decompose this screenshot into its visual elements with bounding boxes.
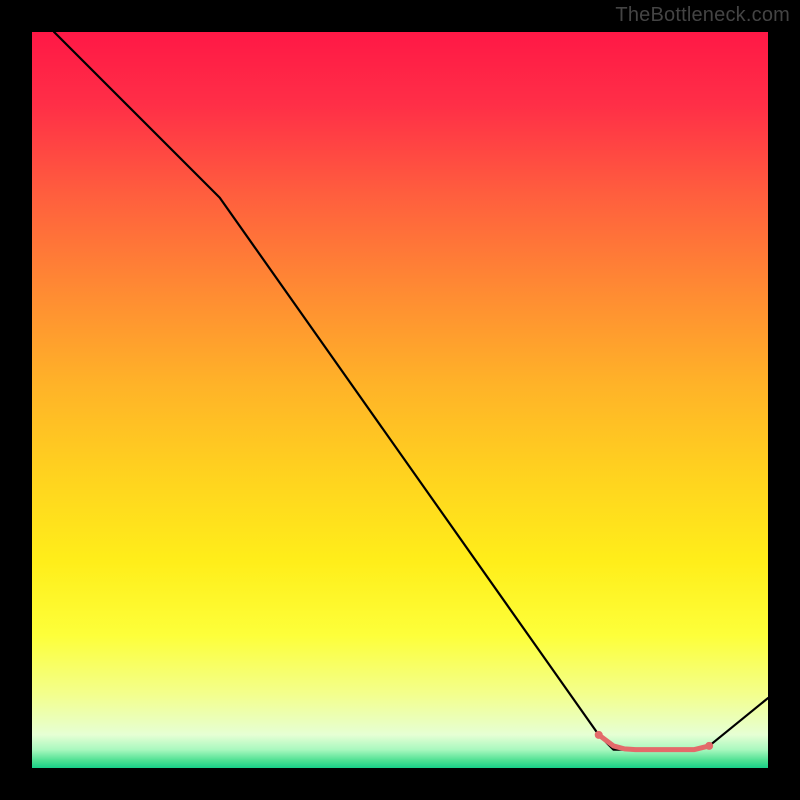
watermark-text: TheBottleneck.com [615,4,790,27]
bottleneck-chart [32,32,768,768]
highlight-marker [595,731,603,739]
plot-area [32,32,768,768]
highlight-marker [705,742,713,750]
gradient-background [32,32,768,768]
chart-frame: TheBottleneck.com [0,0,800,800]
